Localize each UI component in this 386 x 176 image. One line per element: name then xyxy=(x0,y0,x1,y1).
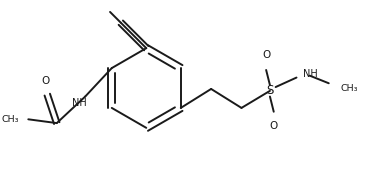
Text: S: S xyxy=(266,84,274,97)
Text: O: O xyxy=(269,121,278,131)
Text: O: O xyxy=(41,76,49,86)
Text: CH₃: CH₃ xyxy=(340,84,358,93)
Text: O: O xyxy=(262,51,270,61)
Text: CH₃: CH₃ xyxy=(1,115,19,124)
Text: NH: NH xyxy=(303,69,318,79)
Text: NH: NH xyxy=(72,98,87,108)
